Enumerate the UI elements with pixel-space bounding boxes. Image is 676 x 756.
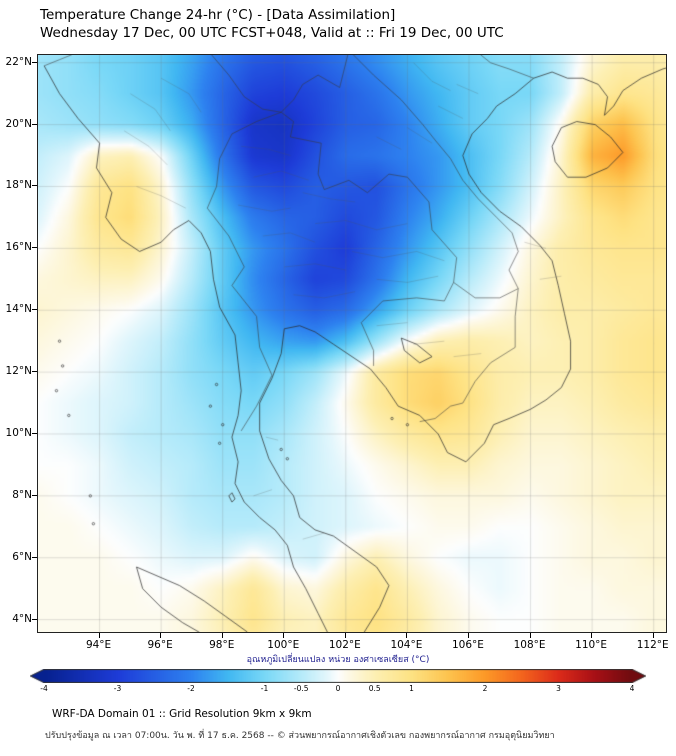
lon-tick-label: 100°E <box>267 639 300 651</box>
lat-tick-label: 22°N <box>5 55 32 68</box>
lon-tick-mark <box>221 633 223 638</box>
lon-tick-label: 110°E <box>575 639 608 651</box>
lon-tick-mark <box>529 633 531 638</box>
lat-tick-label: 16°N <box>5 241 32 254</box>
colorbar-tick-label: -1 <box>260 684 269 693</box>
colorbar-tick-label: 2 <box>482 684 488 693</box>
map-frame <box>37 54 667 633</box>
lon-tick-mark <box>591 633 593 638</box>
lat-tick-label: 6°N <box>12 550 32 563</box>
lon-tick-mark <box>406 633 408 638</box>
colorbar-tick-label: 4 <box>629 684 635 693</box>
lat-tick-label: 20°N <box>5 117 32 130</box>
colorbar-tick-label: 1 <box>409 684 414 693</box>
lon-tick-label: 102°E <box>328 639 361 651</box>
map-canvas <box>38 55 666 632</box>
lon-tick-label: 112°E <box>636 639 669 651</box>
colorbar-tick-label: -2 <box>187 684 195 693</box>
lon-tick-label: 108°E <box>513 639 546 651</box>
colorbar-tick-label: 0.5 <box>368 684 381 693</box>
colorbar-tick-label: -0.5 <box>293 684 309 693</box>
lat-tick-label: 10°N <box>5 426 32 439</box>
colorbar-label: อุณหภูมิเปลี่ยนแปลง หน่วย องศาเซลเซียส (… <box>246 655 430 665</box>
colorbar-tick-label: 0 <box>335 684 341 693</box>
colorbar-ticks: -4 -3 -2 -1 -0.5 0 0.5 1 2 3 4 <box>30 683 646 695</box>
lon-tick-label: 94°E <box>85 639 112 651</box>
footer-update-info: ปรับปรุงข้อมูล ณ เวลา 07:00น. วัน พ. ที่… <box>45 731 555 741</box>
lon-tick-mark <box>160 633 162 638</box>
lon-tick-mark <box>344 633 346 638</box>
lon-tick-mark <box>98 633 100 638</box>
lon-tick-mark <box>652 633 654 638</box>
lat-tick-label: 12°N <box>5 365 32 378</box>
lon-tick-mark <box>467 633 469 638</box>
lat-tick-label: 18°N <box>5 179 32 192</box>
colorbar: อุณหภูมิเปลี่ยนแปลง หน่วย องศาเซลเซียส (… <box>30 652 646 695</box>
lat-tick-label: 8°N <box>12 488 32 501</box>
colorbar-canvas <box>30 669 646 683</box>
colorbar-tick-label: -3 <box>113 684 122 693</box>
lat-tick-label: 14°N <box>5 303 32 316</box>
lat-tick-label: 4°N <box>12 612 32 625</box>
lon-tick-label: 98°E <box>209 639 235 651</box>
footer-domain-info: WRF-DA Domain 01 :: Grid Resolution 9km … <box>52 708 312 720</box>
colorbar-tick-label: -4 <box>40 684 48 693</box>
page-subtitle: Wednesday 17 Dec, 00 UTC FCST+048, Valid… <box>40 25 504 41</box>
page-title: Temperature Change 24-hr (°C) - [Data As… <box>40 7 396 23</box>
colorbar-tick-label: 3 <box>556 684 561 693</box>
lon-tick-mark <box>283 633 285 638</box>
lon-tick-label: 104°E <box>390 639 423 651</box>
lon-tick-label: 96°E <box>147 639 173 651</box>
lon-tick-label: 106°E <box>452 639 484 651</box>
